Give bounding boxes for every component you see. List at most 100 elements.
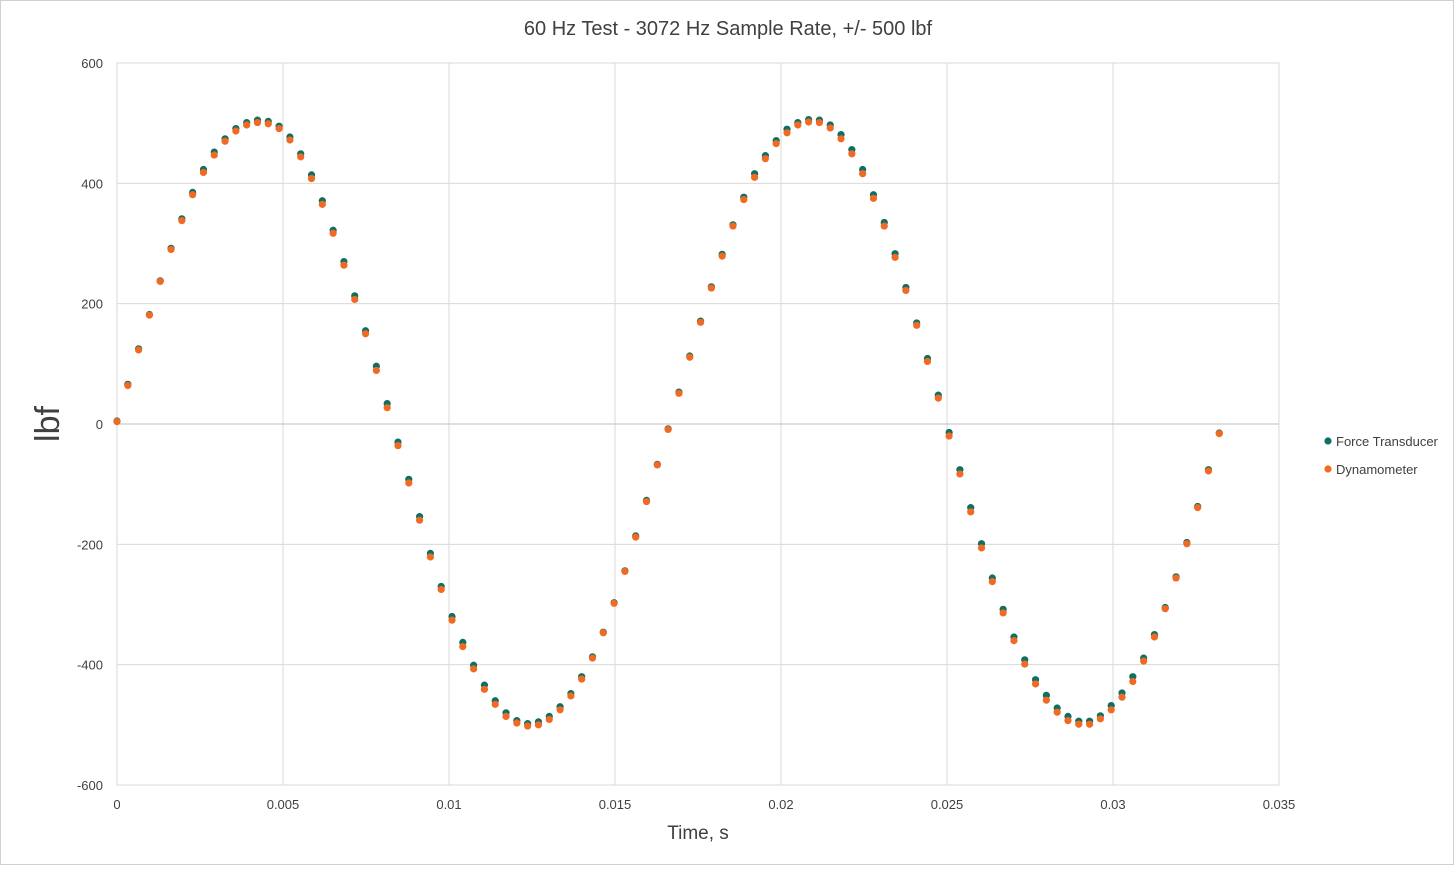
data-point (945, 432, 953, 440)
data-point (902, 286, 910, 295)
data-point (167, 245, 175, 254)
data-point (1215, 430, 1223, 438)
data-point (329, 229, 337, 237)
data-point (632, 533, 640, 541)
data-point (318, 200, 326, 208)
data-point (718, 252, 726, 260)
data-point (805, 118, 813, 126)
data-point (869, 194, 878, 202)
data-point (859, 170, 867, 178)
data-point (1140, 657, 1148, 665)
data-point (1183, 540, 1191, 548)
legend: Force Transducer Dynamometer (1324, 434, 1439, 477)
data-point (599, 629, 607, 637)
data-point (491, 700, 499, 708)
y-tick-label: 600 (81, 56, 103, 71)
data-point (178, 217, 186, 225)
legend-marker (1324, 465, 1332, 473)
data-point (740, 195, 748, 204)
data-point (1075, 720, 1083, 728)
data-point (1096, 715, 1105, 723)
data-point (534, 721, 543, 729)
series-0 (113, 115, 1223, 728)
data-point (653, 461, 661, 469)
data-point (826, 124, 834, 132)
data-point (923, 357, 932, 366)
data-point (1118, 693, 1126, 701)
y-tick-label: 0 (96, 417, 103, 432)
data-point (999, 609, 1007, 617)
data-point (848, 150, 856, 158)
y-tick-label: -400 (77, 658, 103, 673)
legend-marker (1324, 437, 1332, 445)
data-point (1172, 574, 1180, 582)
data-point (891, 253, 899, 261)
data-point (243, 121, 251, 129)
data-point (1161, 605, 1169, 613)
x-tick-label: 0.015 (599, 797, 632, 812)
data-point (642, 498, 651, 506)
data-point (837, 135, 845, 143)
gridlines (116, 62, 1280, 786)
data-point (156, 277, 164, 286)
data-point (880, 222, 888, 230)
data-point (956, 470, 964, 478)
data-point (988, 578, 996, 586)
data-point (275, 124, 283, 133)
series-1 (113, 118, 1223, 730)
data-point (545, 715, 553, 724)
data-point (1204, 467, 1213, 475)
data-point (934, 394, 942, 402)
data-point (264, 120, 272, 128)
x-axis-label: Time, s (667, 823, 729, 844)
data-point (502, 712, 510, 721)
x-tick-label: 0.03 (1100, 797, 1125, 812)
data-point (1021, 660, 1029, 668)
data-point (480, 685, 489, 693)
y-tick-label: -600 (77, 778, 103, 793)
data-point (707, 284, 715, 292)
x-tick-label: 0.01 (436, 797, 461, 812)
data-point (1194, 504, 1202, 512)
data-point (1085, 720, 1094, 728)
data-point (124, 381, 132, 390)
data-point (351, 295, 359, 304)
data-point (361, 330, 370, 338)
data-point (221, 137, 229, 145)
x-tick-label: 0.035 (1263, 797, 1296, 812)
data-point (189, 191, 197, 199)
data-point (664, 425, 672, 434)
data-point (1031, 680, 1040, 688)
data-point (232, 127, 240, 135)
data-point (286, 136, 294, 144)
data-point (426, 553, 434, 561)
data-point (783, 129, 791, 137)
data-point (135, 346, 143, 354)
data-point (1150, 633, 1159, 641)
data-point (578, 675, 586, 683)
data-point (621, 567, 629, 576)
data-point (437, 585, 445, 594)
data-point (383, 404, 391, 412)
data-point (588, 654, 597, 662)
data-point (610, 599, 618, 607)
data-point (307, 174, 316, 183)
y-tick-label: 200 (81, 297, 103, 312)
data-point (415, 516, 424, 524)
data-point (1042, 696, 1050, 704)
data-point (210, 151, 218, 159)
data-point (675, 389, 683, 397)
data-point (145, 311, 154, 319)
y-axis-label: lbf (29, 405, 67, 441)
data-point (1064, 717, 1072, 725)
data-point (199, 168, 208, 177)
x-tick-label: 0.005 (267, 797, 300, 812)
x-tick-label: 0.025 (931, 797, 964, 812)
x-tick-label: 0 (113, 797, 120, 812)
chart-title: 60 Hz Test - 3072 Hz Sample Rate, +/- 50… (524, 18, 933, 40)
data-point (372, 366, 380, 375)
data-point (405, 479, 413, 487)
data-point (1010, 637, 1018, 645)
